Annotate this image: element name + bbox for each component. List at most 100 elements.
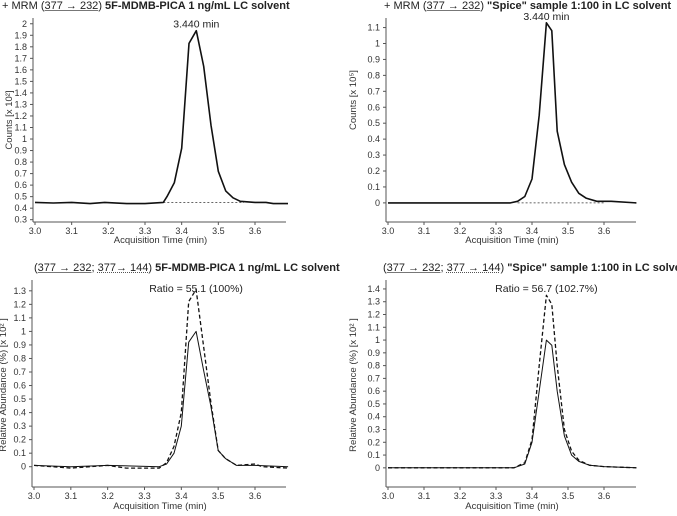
y-tick-label: 1.3 (13, 286, 26, 296)
y-tick-label: 0.2 (367, 437, 380, 447)
y-tick-label: 0.4 (13, 408, 26, 418)
y-tick-label: 0.9 (14, 146, 27, 156)
compound-name: 5F-MDMB-PICA 1 ng/mL LC solvent (155, 262, 340, 274)
y-tick-label: 0.4 (367, 412, 380, 422)
y-axis-label: Counts [x 10²] (4, 90, 15, 149)
y-tick-label: 0.7 (367, 86, 380, 96)
y-tick-label: 0.4 (14, 203, 27, 213)
panel-3-title: (377 → 232; 377→ 144) 5F-MDMB-PICA 1 ng/… (34, 262, 340, 274)
transition-1: 377 → 232 (426, 0, 481, 12)
y-tick-label: 0.6 (13, 381, 26, 391)
quantifier-trace-line (388, 339, 637, 469)
x-tick-label: 3.6 (598, 226, 611, 236)
y-tick-label: 0.3 (367, 425, 380, 435)
compound-name: "Spice" sample 1:100 in LC solvent (487, 0, 672, 12)
y-tick-label: 0.9 (367, 348, 380, 358)
y-tick-label: 1.1 (367, 23, 380, 33)
quantifier-trace-line (34, 29, 288, 205)
x-axis-label: Acquisition Time (min) (465, 501, 558, 512)
compound-name: 5F-MDMB-PICA 1 ng/mL LC solvent (105, 0, 290, 12)
quantifier-trace-line (388, 21, 637, 204)
x-tick-label: 3.2 (454, 491, 467, 501)
x-tick-label: 3.6 (598, 491, 611, 501)
x-tick-label: 3.1 (65, 491, 78, 501)
title-prefix: + MRM (384, 0, 423, 12)
transition-1: 377 → 232 (37, 262, 92, 274)
x-tick-label: 3.5 (212, 226, 225, 236)
separator: ; (440, 262, 447, 274)
x-tick-label: 3.5 (562, 491, 575, 501)
x-tick-label: 3.2 (102, 226, 115, 236)
x-tick-label: 3.4 (526, 491, 539, 501)
x-tick-label: 3.5 (212, 491, 225, 501)
y-tick-label: 1 (375, 39, 380, 49)
y-axis-label: Counts [x 10⁵] (348, 70, 359, 130)
y-tick-label: 0.8 (13, 353, 26, 363)
x-tick-label: 3.3 (139, 226, 152, 236)
y-tick-label: 0.2 (13, 435, 26, 445)
x-axis-label: Acquisition Time (min) (113, 501, 206, 512)
y-tick-label: 0.7 (367, 373, 380, 383)
y-tick-label: 0.9 (367, 54, 380, 64)
x-tick-label: 3.4 (526, 226, 539, 236)
x-axis-label: Acquisition Time (min) (114, 235, 207, 246)
peak-annotation: Ratio = 55.1 (100%) (149, 283, 243, 295)
y-tick-label: 0.5 (367, 399, 380, 409)
y-tick-label: 0.5 (367, 118, 380, 128)
y-tick-label: 0.1 (13, 448, 26, 458)
x-tick-label: 3.0 (382, 226, 395, 236)
quantifier-trace-line (33, 330, 289, 468)
y-tick-label: 0 (375, 198, 380, 208)
x-axis-label: Acquisition Time (min) (465, 235, 558, 246)
transition-1: 377 → 232 (44, 0, 99, 12)
y-tick-label: 1.9 (14, 30, 27, 40)
y-tick-label: 0.4 (367, 134, 380, 144)
y-axis-label: Relative Abundance (%) [x 10² ] (0, 318, 9, 452)
x-tick-label: 3.4 (175, 226, 188, 236)
y-tick-label: 0.5 (14, 192, 27, 202)
y-tick-label: 0.6 (14, 180, 27, 190)
panel-1-title: + MRM (377 → 232) 5F-MDMB-PICA 1 ng/mL L… (2, 0, 290, 12)
y-tick-label: 1.3 (367, 297, 380, 307)
x-tick-label: 3.5 (562, 226, 575, 236)
y-tick-label: 1.1 (14, 122, 27, 132)
y-tick-label: 1 (22, 134, 27, 144)
y-tick-label: 1.5 (14, 76, 27, 86)
y-tick-label: 1 (375, 335, 380, 345)
y-tick-label: 0.8 (367, 361, 380, 371)
y-tick-label: 1.1 (367, 322, 380, 332)
y-tick-label: 1.1 (13, 313, 26, 323)
panel-4-title: (377 → 232; 377 → 144) "Spice" sample 1:… (383, 262, 677, 274)
qualifier-trace-line (388, 294, 637, 469)
y-tick-label: 0.8 (14, 157, 27, 167)
y-tick-label: 1.3 (14, 99, 27, 109)
y-tick-label: 0.7 (13, 367, 26, 377)
transition-2: 377 → 144 (446, 262, 501, 274)
transition-1: 377 → 232 (386, 262, 441, 274)
panel-2-title: + MRM (377 → 232) "Spice" sample 1:100 i… (384, 0, 672, 12)
y-tick-label: 0.1 (367, 450, 380, 460)
compound-name: "Spice" sample 1:100 in LC solvent (507, 262, 677, 274)
transition-2: 377→ 144 (97, 262, 149, 274)
y-tick-label: 0 (21, 462, 26, 472)
peak-annotation: 3.440 min (173, 19, 219, 31)
y-axis-label: Relative Abundance (%) [x 10² ] (348, 318, 359, 452)
x-tick-label: 3.1 (418, 491, 431, 501)
y-tick-label: 0.7 (14, 169, 27, 179)
y-tick-label: 0.3 (367, 150, 380, 160)
x-tick-label: 3.0 (29, 226, 42, 236)
y-tick-label: 1.4 (14, 88, 27, 98)
y-tick-label: 1.8 (14, 42, 27, 52)
y-tick-label: 0.3 (14, 215, 27, 225)
title-prefix: + MRM (2, 0, 41, 12)
y-tick-label: 0.3 (13, 421, 26, 431)
x-tick-label: 3.1 (65, 226, 78, 236)
x-tick-label: 3.2 (101, 491, 114, 501)
y-tick-label: 0.2 (367, 166, 380, 176)
x-tick-label: 3.1 (418, 226, 431, 236)
x-tick-label: 3.3 (138, 491, 151, 501)
y-tick-label: 1.4 (367, 284, 380, 294)
y-tick-label: 0.1 (367, 182, 380, 192)
